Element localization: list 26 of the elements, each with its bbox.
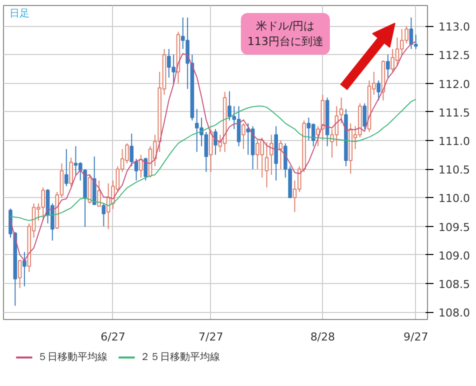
y-tick-label: 112.5 [438, 49, 470, 62]
candlestick [214, 128, 218, 156]
candlestick [264, 142, 269, 188]
y-tick-label: 111.0 [438, 134, 470, 148]
x-tick-label: 6/27 [100, 330, 126, 344]
y-tick-label: 111.5 [438, 106, 470, 120]
x-tick-label: 9/27 [404, 330, 428, 344]
y-tick-label: 108.0 [438, 306, 470, 320]
legend-label: ２５日移動平均線 [140, 351, 220, 363]
y-tick-label: 110.5 [438, 164, 470, 177]
y-tick-label: 112.0 [438, 78, 470, 91]
y-tick-label: 110.0 [438, 192, 470, 206]
x-tick-label: 8/28 [310, 330, 336, 344]
candlestick [274, 126, 278, 182]
y-tick-label: 109.5 [438, 220, 470, 234]
annotation: 日足 [10, 8, 30, 20]
candlestick [386, 54, 390, 78]
y-tick-label: 109.0 [438, 249, 470, 262]
candlestick [325, 97, 330, 147]
x-tick-label: 7/27 [198, 330, 224, 344]
legend-label: ５日移動平均線 [38, 351, 108, 363]
candlestick [270, 134, 274, 176]
candlestick [306, 117, 311, 141]
y-tick-label: 108.5 [438, 278, 470, 291]
y-tick-label: 113.0 [438, 20, 470, 34]
annotation: 米ドル/円は 113円台に到達 [247, 20, 324, 48]
